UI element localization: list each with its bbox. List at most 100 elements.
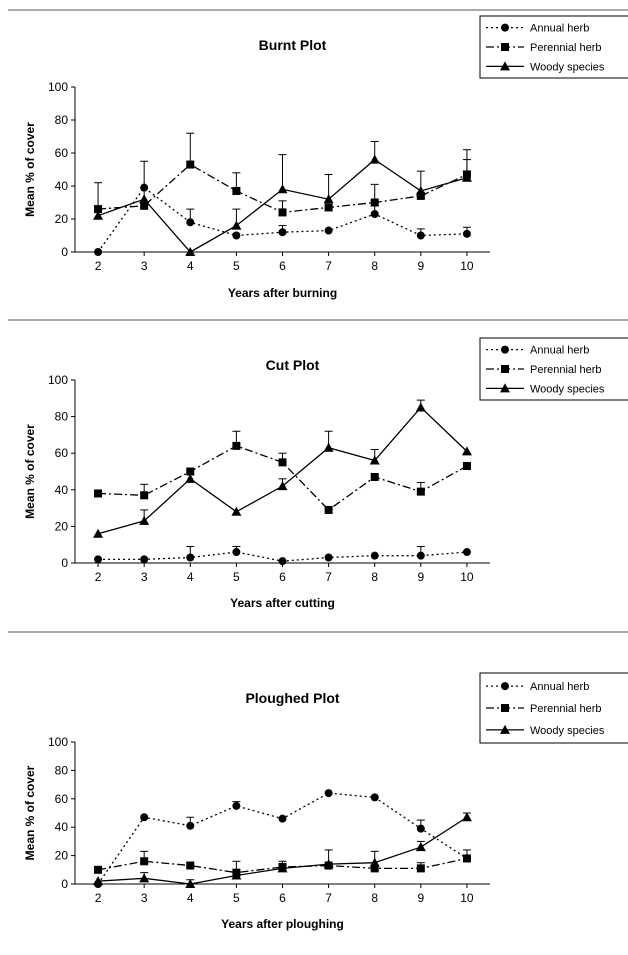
- data-point: [94, 248, 103, 256]
- legend-marker: [500, 724, 510, 734]
- x-tick-label: 2: [95, 570, 102, 584]
- y-tick-label: 20: [55, 519, 69, 533]
- x-tick-label: 9: [417, 891, 424, 905]
- data-point: [415, 842, 426, 852]
- x-tick-label: 5: [233, 570, 240, 584]
- data-point: [278, 228, 287, 237]
- legend-marker: [500, 383, 510, 393]
- y-tick-label: 80: [55, 763, 69, 777]
- x-tick-label: 10: [460, 259, 474, 273]
- legend: Annual herb Perennial herb Woody species: [479, 672, 628, 744]
- x-tick-label: 10: [460, 570, 474, 584]
- legend-label: Woody species: [530, 725, 605, 737]
- series-woody-species: [93, 812, 472, 888]
- data-point: [186, 218, 195, 227]
- series-annual-herb: [94, 789, 471, 888]
- data-point: [94, 555, 103, 564]
- x-tick-label: 9: [417, 259, 424, 273]
- series-annual-herb: [94, 546, 471, 566]
- data-point: [93, 210, 104, 220]
- x-tick-label: 3: [141, 259, 148, 273]
- series-woody-species: [93, 140, 472, 256]
- y-tick-label: 40: [55, 820, 69, 834]
- y-tick-label: 100: [48, 373, 68, 387]
- data-point: [185, 473, 196, 483]
- series-line: [98, 816, 468, 885]
- x-axis-label: Years after burning: [228, 286, 337, 300]
- legend-label: Annual herb: [530, 345, 589, 357]
- data-point: [461, 812, 472, 822]
- legend-label: Woody species: [530, 383, 605, 395]
- series-line: [97, 406, 468, 535]
- data-point: [416, 191, 425, 200]
- data-point: [323, 442, 334, 452]
- data-point: [415, 185, 426, 195]
- legend-marker: [501, 704, 509, 712]
- series-woody-species: [93, 399, 472, 538]
- chart-panel-3: Ploughed Plot 0 20 40 60 80 100 2 3 4 5 6 7 8 9 10 Years…: [8, 631, 628, 931]
- series-line: [97, 857, 468, 874]
- data-point: [232, 801, 241, 810]
- legend-label: Perennial herb: [530, 703, 602, 715]
- y-tick-label: 60: [55, 446, 69, 460]
- data-point: [277, 863, 288, 873]
- x-tick-label: 4: [187, 259, 194, 273]
- legend: Annual herb Perennial herb Woody species: [479, 337, 628, 401]
- legend-label: Perennial herb: [530, 42, 602, 54]
- data-point: [462, 462, 471, 471]
- x-tick-label: 8: [371, 259, 378, 273]
- data-point: [415, 402, 426, 412]
- data-point: [140, 857, 149, 866]
- data-point: [232, 548, 241, 557]
- chart-panel-1: Burnt Plot 0 20 40 60 80 100 2 3 4 5 6 7 8 9 10 Years af…: [8, 9, 628, 300]
- chart-panel-2: Cut Plot 0 20 40 60 80 100 2 3 4 5 6 7 8 9 10 Years afte…: [8, 319, 628, 610]
- data-point: [277, 184, 288, 194]
- data-point: [140, 813, 149, 822]
- data-point: [370, 472, 379, 481]
- data-point: [186, 467, 195, 476]
- data-point: [140, 555, 149, 564]
- legend-label: Annual herb: [530, 681, 589, 693]
- data-point: [232, 231, 241, 240]
- data-point: [94, 205, 103, 214]
- x-tick-label: 2: [95, 891, 102, 905]
- y-tick-label: 80: [55, 410, 69, 424]
- data-point: [461, 172, 472, 182]
- data-point: [278, 458, 287, 467]
- data-point: [186, 553, 195, 562]
- data-point: [232, 186, 241, 195]
- data-point: [324, 226, 333, 235]
- data-point: [370, 793, 379, 802]
- data-point: [139, 873, 150, 883]
- data-point: [369, 455, 380, 465]
- data-point: [93, 528, 104, 538]
- series-annual-herb: [94, 183, 471, 256]
- y-axis-label: Mean % of cover: [23, 122, 37, 217]
- data-point: [323, 194, 334, 204]
- x-tick-label: 8: [371, 570, 378, 584]
- y-tick-label: 20: [55, 849, 69, 863]
- legend-label: Annual herb: [530, 23, 589, 35]
- y-tick-label: 20: [55, 212, 69, 226]
- x-axis-label: Years after cutting: [230, 596, 335, 610]
- data-point: [185, 247, 196, 256]
- legend-marker: [501, 23, 509, 32]
- legend-label: Woody species: [530, 61, 605, 73]
- data-point: [369, 857, 380, 867]
- x-tick-label: 8: [371, 891, 378, 905]
- y-tick-label: 40: [55, 483, 69, 497]
- data-point: [186, 861, 195, 870]
- x-tick-label: 7: [325, 891, 332, 905]
- x-tick-label: 9: [417, 570, 424, 584]
- data-point: [462, 854, 471, 863]
- data-point: [324, 553, 333, 562]
- legend-marker: [501, 365, 509, 373]
- data-point: [140, 201, 149, 210]
- x-tick-label: 6: [279, 891, 286, 905]
- legend: Annual herb Perennial herb Woody species: [479, 15, 628, 79]
- x-tick-label: 5: [233, 259, 240, 273]
- data-point: [186, 160, 195, 169]
- data-point: [232, 441, 241, 450]
- data-point: [416, 487, 425, 496]
- y-tick-label: 100: [48, 80, 68, 94]
